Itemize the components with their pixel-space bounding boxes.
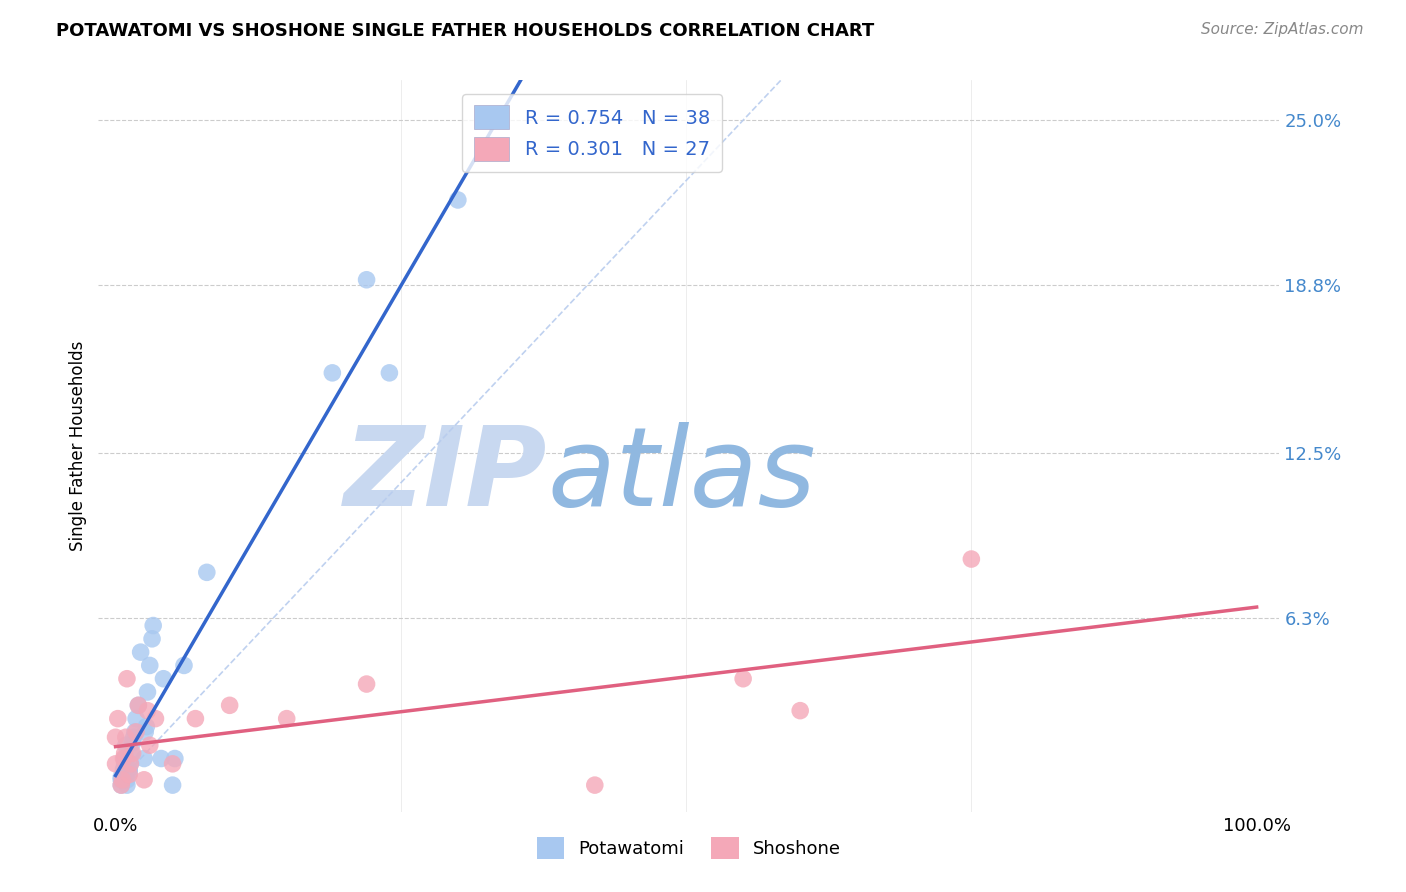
Point: [152, 672, 174, 686]
Point: [121, 735, 143, 749]
Point: [583, 778, 606, 792]
Point: [378, 366, 401, 380]
Point: [321, 366, 343, 380]
Point: [142, 618, 165, 632]
Point: [134, 725, 156, 739]
Point: [129, 645, 152, 659]
Point: [114, 746, 136, 760]
Point: [162, 756, 184, 771]
Point: [122, 731, 145, 745]
Point: [121, 746, 143, 760]
Point: [960, 552, 983, 566]
Point: [114, 738, 136, 752]
Point: [114, 751, 136, 765]
Point: [114, 756, 136, 771]
Point: [125, 712, 148, 726]
Point: [124, 725, 146, 739]
Point: [118, 764, 141, 779]
Point: [150, 751, 173, 765]
Point: [145, 712, 167, 726]
Point: [162, 778, 184, 792]
Point: [356, 677, 378, 691]
Text: ZIP: ZIP: [343, 422, 547, 529]
Point: [135, 720, 157, 734]
Point: [139, 658, 162, 673]
Point: [356, 273, 378, 287]
Point: [110, 778, 132, 792]
Point: [789, 704, 811, 718]
Point: [110, 772, 132, 787]
Point: [115, 772, 138, 787]
Point: [218, 698, 240, 713]
Point: [127, 698, 149, 713]
Point: [163, 751, 186, 765]
Point: [139, 738, 162, 752]
Point: [112, 767, 135, 781]
Point: [112, 751, 135, 765]
Point: [184, 712, 207, 726]
Point: [173, 658, 195, 673]
Point: [104, 731, 127, 745]
Point: [125, 725, 148, 739]
Text: POTAWATOMI VS SHOSHONE SINGLE FATHER HOUSEHOLDS CORRELATION CHART: POTAWATOMI VS SHOSHONE SINGLE FATHER HOU…: [56, 22, 875, 40]
Point: [733, 672, 755, 686]
Point: [107, 712, 129, 726]
Point: [141, 632, 163, 646]
Point: [110, 778, 132, 792]
Point: [195, 566, 218, 580]
Point: [118, 762, 141, 776]
Point: [115, 778, 138, 792]
Point: [114, 751, 136, 765]
Y-axis label: Single Father Households: Single Father Households: [69, 341, 87, 551]
Text: Source: ZipAtlas.com: Source: ZipAtlas.com: [1201, 22, 1364, 37]
Point: [112, 762, 135, 776]
Point: [127, 698, 149, 713]
Legend: Potawatomi, Shoshone: Potawatomi, Shoshone: [527, 829, 851, 869]
Point: [110, 770, 132, 784]
Point: [115, 672, 138, 686]
Text: atlas: atlas: [547, 422, 815, 529]
Point: [104, 756, 127, 771]
Point: [132, 751, 155, 765]
Point: [118, 767, 141, 781]
Point: [447, 193, 470, 207]
Point: [132, 772, 155, 787]
Point: [136, 685, 159, 699]
Point: [276, 712, 298, 726]
Point: [136, 704, 159, 718]
Point: [111, 772, 134, 787]
Point: [121, 746, 143, 760]
Point: [120, 756, 142, 771]
Point: [120, 756, 142, 771]
Point: [114, 731, 136, 745]
